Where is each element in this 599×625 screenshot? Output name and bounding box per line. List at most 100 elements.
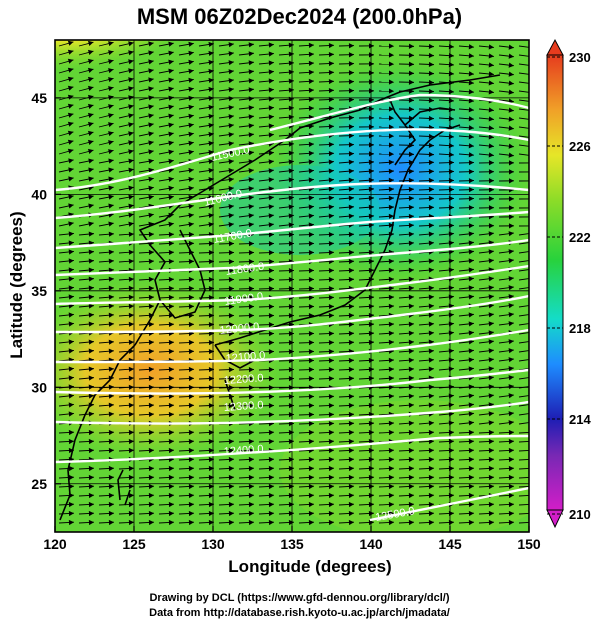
wind-arrow-head	[288, 159, 294, 165]
colorbar-min-arrow	[546, 509, 564, 529]
wind-arrow-head	[508, 71, 514, 77]
wind-arrow-head	[228, 213, 234, 219]
wind-arrow-head	[508, 384, 514, 390]
y-tick-label-2: 35	[31, 283, 47, 299]
wind-arrow-head	[448, 519, 454, 526]
wind-arrow-head	[488, 303, 494, 309]
wind-arrow-head	[448, 44, 454, 50]
wind-arrow-head	[188, 50, 194, 56]
wind-arrow-head	[468, 312, 474, 318]
wind-arrow-head	[468, 231, 474, 237]
wind-arrow-head	[188, 483, 194, 490]
wind-arrow-head	[468, 89, 474, 95]
wind-arrow-head	[208, 303, 214, 310]
wind-arrow-head	[288, 168, 294, 174]
wind-arrow-head	[328, 78, 334, 85]
wind-arrow-head	[88, 130, 94, 136]
wind-arrow-head	[468, 393, 474, 399]
wind-arrow-head	[208, 384, 214, 391]
wind-arrow-head	[188, 519, 194, 526]
wind-arrow-head	[248, 123, 254, 129]
wind-arrow-head	[288, 456, 294, 463]
wind-arrow-head	[488, 312, 494, 318]
wind-arrow-head	[268, 483, 274, 490]
y-tick-label-0: 25	[31, 476, 47, 492]
wind-arrow-head	[288, 60, 294, 66]
wind-arrow-head	[348, 186, 354, 192]
wind-arrow-head	[408, 142, 414, 148]
wind-arrow-shaft	[518, 269, 529, 272]
wind-arrow-head	[408, 168, 414, 175]
wind-arrow-head	[148, 276, 154, 282]
wind-arrow-head	[168, 158, 174, 164]
wind-arrow-head	[448, 134, 454, 140]
wind-arrow-head	[508, 249, 514, 255]
wind-arrow-head	[308, 376, 314, 382]
wind-arrow-head	[488, 160, 494, 166]
wind-arrow-head	[168, 113, 174, 119]
wind-arrow-head	[268, 78, 274, 84]
wind-arrow-head	[168, 276, 174, 283]
wind-arrow-head	[128, 104, 134, 110]
wind-arrow-head	[188, 203, 194, 210]
wind-arrow-head	[88, 40, 94, 46]
wind-arrow-head	[108, 194, 114, 200]
wind-arrow-head	[148, 303, 154, 309]
wind-arrow-head	[308, 241, 314, 247]
wind-arrow-head	[268, 96, 274, 102]
wind-arrow-head	[468, 125, 474, 131]
wind-arrow-head	[488, 393, 494, 399]
wind-arrow-head	[468, 366, 474, 372]
wind-arrow-head	[408, 483, 414, 490]
wind-arrow-head	[128, 59, 134, 65]
credit-data: Data from http://database.rish.kyoto-u.a…	[149, 607, 450, 619]
wind-arrow-head	[268, 241, 274, 247]
wind-arrow-head	[428, 366, 434, 372]
wind-arrow-head	[208, 50, 214, 57]
wind-arrow-head	[208, 104, 214, 111]
wind-arrow-head	[268, 304, 274, 310]
wind-arrow-head	[168, 348, 174, 355]
wind-arrow-head	[368, 411, 374, 418]
wind-arrow-head	[448, 196, 454, 202]
wind-arrow-head	[228, 313, 234, 319]
contour-label-12300: 12300.0	[223, 399, 264, 414]
x-tick-label-3: 135	[280, 536, 304, 552]
wind-arrow-head	[208, 294, 214, 301]
wind-arrow-head	[488, 357, 494, 363]
wind-arrow-head	[88, 267, 94, 273]
wind-arrow-head	[368, 258, 374, 265]
wind-arrow-head	[448, 223, 454, 229]
wind-arrow-head	[448, 143, 454, 149]
x-tick-label-5: 145	[438, 536, 462, 552]
wind-arrow-head	[368, 168, 374, 174]
wind-arrow-head	[508, 303, 514, 309]
wind-arrow-head	[168, 131, 174, 137]
wind-arrow-head	[348, 124, 354, 130]
wind-arrow-head	[208, 339, 214, 346]
wind-arrow-head	[188, 77, 194, 83]
wind-arrow-head	[388, 501, 394, 508]
wind-arrow-head	[448, 249, 454, 255]
wind-arrow-head	[88, 474, 94, 481]
wind-arrow-head	[328, 456, 334, 463]
wind-arrow-head	[208, 501, 214, 508]
wind-arrow-head	[308, 429, 314, 436]
wind-arrow-head	[388, 339, 394, 345]
wind-arrow-head	[108, 474, 114, 481]
wind-arrow-head	[148, 510, 154, 517]
wind-arrow-head	[268, 465, 274, 472]
wind-arrow-head	[208, 375, 214, 382]
wind-arrow-head	[248, 438, 254, 445]
wind-arrow-head	[67, 103, 74, 109]
colorbar-max-arrow	[546, 38, 564, 56]
wind-arrow-head	[248, 241, 254, 247]
wind-arrow-head	[188, 294, 194, 301]
wind-arrow-head	[128, 41, 134, 47]
wind-arrow-head	[408, 240, 414, 246]
wind-arrow-head	[348, 52, 354, 58]
wind-arrow-head	[208, 167, 214, 174]
wind-arrow-head	[308, 250, 314, 256]
wind-arrow-head	[368, 133, 374, 139]
wind-arrow-head	[348, 474, 354, 481]
